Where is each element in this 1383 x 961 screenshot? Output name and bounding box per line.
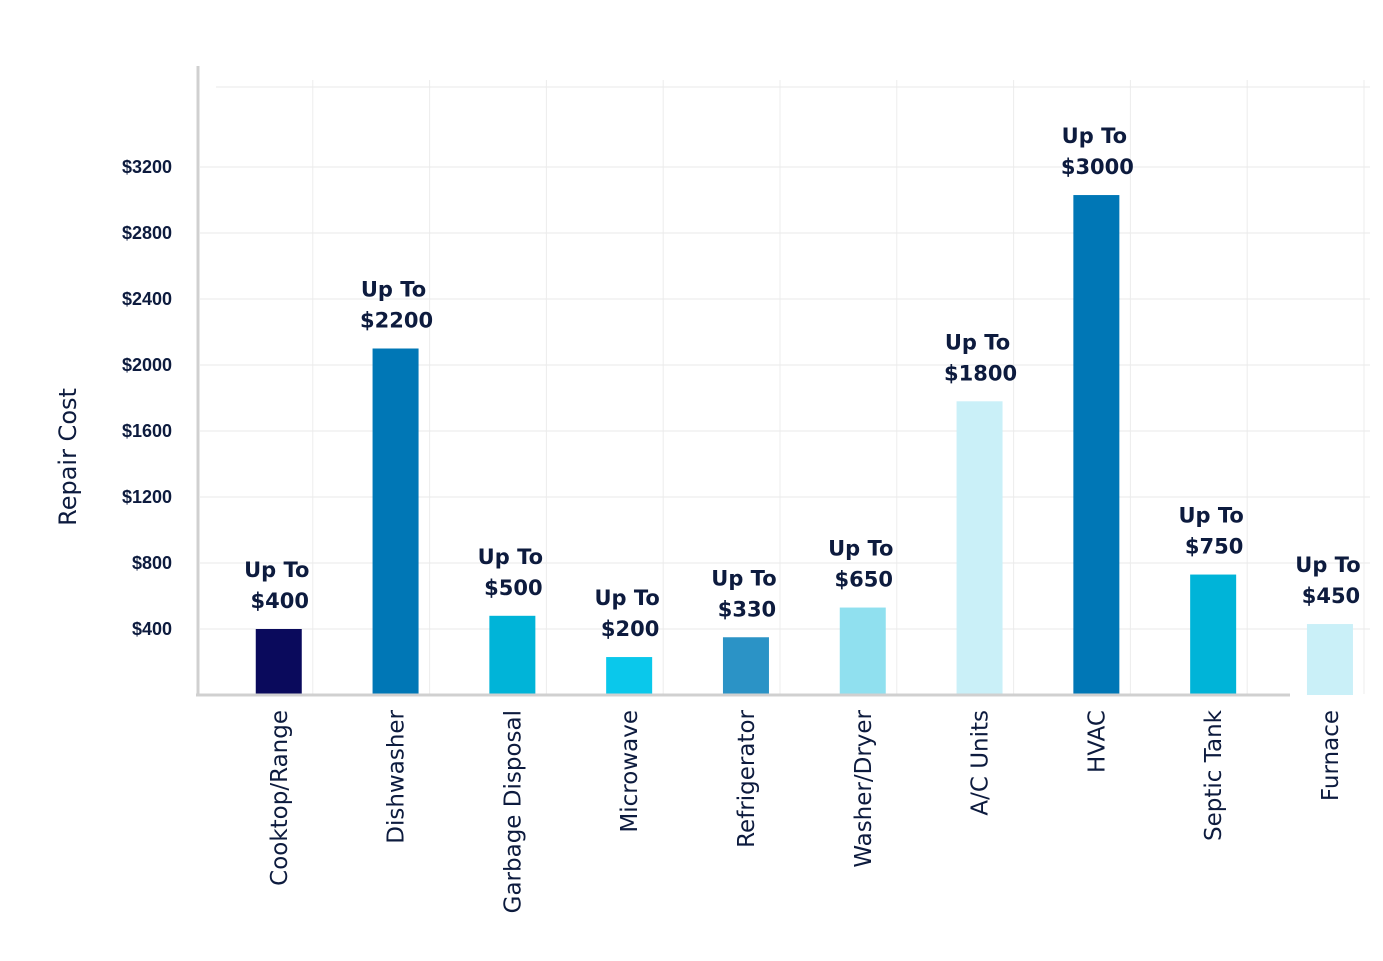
y-tick-label: $2800 <box>122 223 172 243</box>
y-tick-label: $1600 <box>122 421 172 441</box>
bars <box>255 195 1353 696</box>
x-tick-labels: Cooktop/Range Dishwasher Garbage Disposal M… <box>267 709 1344 913</box>
data-label-prefix: Up To <box>711 566 776 590</box>
data-label-value: $500 <box>484 576 542 600</box>
bar <box>1073 195 1120 696</box>
bar <box>489 615 536 695</box>
bar <box>606 657 653 695</box>
data-label-value: $200 <box>601 617 659 641</box>
data-label-prefix: Up To <box>594 586 659 610</box>
data-label-prefix: Up To <box>244 558 309 582</box>
data-label-prefix: Up To <box>1062 124 1127 148</box>
bar <box>1190 574 1237 695</box>
data-label-prefix: Up To <box>361 278 426 302</box>
x-tick-label: Cooktop/Range <box>267 710 293 886</box>
data-label-prefix: Up To <box>478 545 543 569</box>
data-label-value: $750 <box>1185 535 1243 559</box>
y-tick-label: $800 <box>132 553 172 573</box>
bar <box>1306 624 1353 695</box>
bar <box>372 348 419 695</box>
data-label-prefix: Up To <box>1295 553 1360 577</box>
bar <box>255 629 302 695</box>
bar <box>956 401 1003 695</box>
y-tick-label: $400 <box>132 619 172 639</box>
y-tick-label: $2400 <box>122 289 172 309</box>
bar <box>839 607 886 695</box>
data-labels: Up To $400 Up To $2200 Up To $500 Up To $200 Up … <box>244 124 1361 641</box>
data-label-value: $3000 <box>1061 155 1134 179</box>
y-tick-label: $3200 <box>122 157 172 177</box>
y-tick-label: $1200 <box>122 487 172 507</box>
data-label-prefix: Up To <box>1178 504 1243 528</box>
data-label-value: $450 <box>1302 584 1360 608</box>
x-tick-label: Washer/Dryer <box>851 709 877 867</box>
bar <box>722 637 769 695</box>
grid <box>200 80 1370 694</box>
x-tick-label: Dishwasher <box>384 709 410 843</box>
x-tick-label: Septic Tank <box>1201 709 1227 841</box>
x-tick-label: A/C Units <box>968 710 994 816</box>
x-tick-label: Refrigerator <box>734 709 760 847</box>
y-tick-label: $2000 <box>122 355 172 375</box>
data-label-prefix: Up To <box>828 537 893 561</box>
x-tick-label: Garbage Disposal <box>500 710 526 913</box>
data-label-value: $650 <box>835 568 893 592</box>
y-ticks: $400 $800 $1200 $1600 $2000 $2400 $2800 $3200 <box>122 157 172 639</box>
data-label-prefix: Up To <box>945 330 1010 354</box>
x-tick-label: Furnace <box>1318 710 1344 801</box>
data-label-value: $1800 <box>944 361 1017 385</box>
data-label-value: $400 <box>251 589 309 613</box>
x-tick-label: HVAC <box>1084 710 1110 773</box>
data-label-value: $2200 <box>360 309 433 333</box>
x-tick-label: Microwave <box>617 710 643 833</box>
data-label-value: $330 <box>718 597 776 621</box>
y-axis-label: Repair Cost <box>54 388 82 526</box>
